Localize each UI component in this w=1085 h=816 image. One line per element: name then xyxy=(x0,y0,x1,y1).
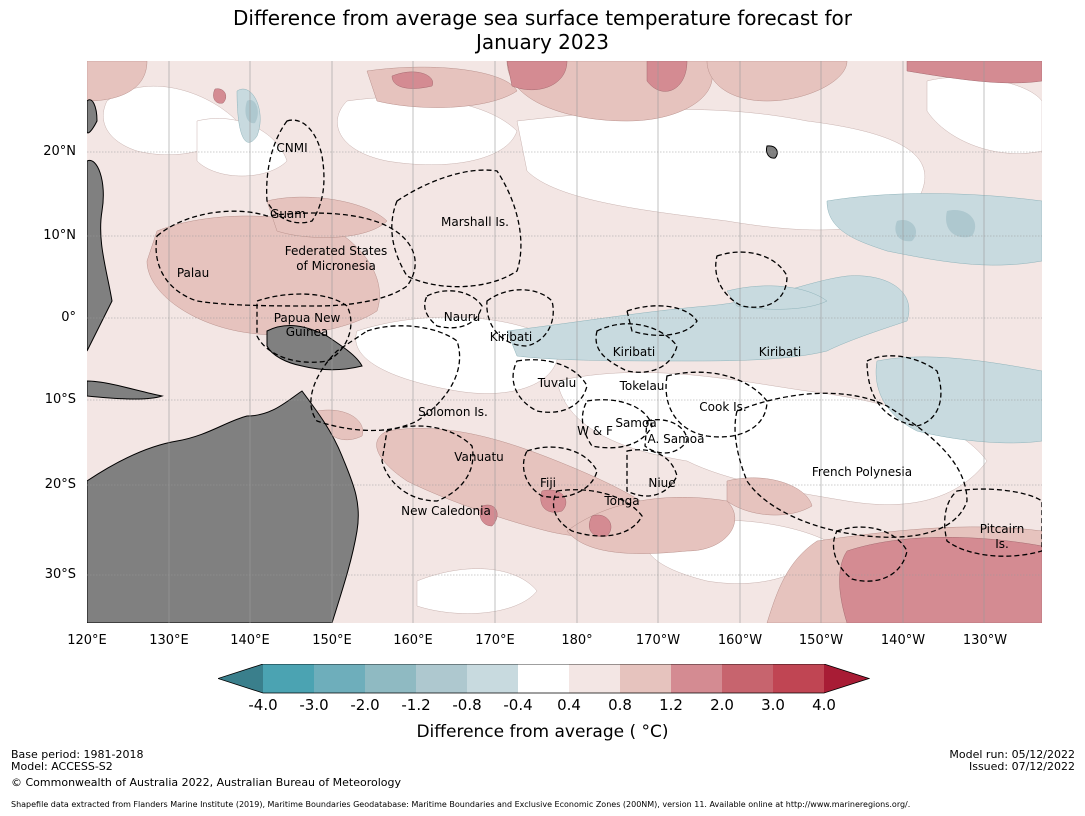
model-name: Model: ACCESS-S2 xyxy=(11,760,113,773)
region-niue: Niue xyxy=(648,476,676,490)
colorbar-tick: -0.4 xyxy=(503,696,533,714)
region-guam: Guam xyxy=(270,207,306,221)
lon-label-130w: 130°W xyxy=(962,633,1008,648)
region-tokelau: Tokelau xyxy=(619,379,665,393)
lat-label-20n: 20°N xyxy=(43,144,76,159)
base-period: Base period: 1981-2018 xyxy=(11,748,144,761)
colorbar-segment xyxy=(314,664,365,693)
region-kiribati-3: Kiribati xyxy=(758,345,802,359)
colorbar-segment xyxy=(365,664,416,693)
new-guinea xyxy=(266,325,363,371)
colorbar-tick: -1.2 xyxy=(401,696,431,714)
lat-label-10n: 10°N xyxy=(43,228,76,243)
colorbar-tick: -4.0 xyxy=(248,696,278,714)
region-american-samoa: A. Samoa xyxy=(647,432,705,446)
chart-title: Difference from average sea surface temp… xyxy=(0,6,1085,54)
lat-label-20s: 20°S xyxy=(44,477,76,492)
colorbar-segment xyxy=(218,664,263,693)
colorbar-segment xyxy=(569,664,620,693)
colorbar-tick: -2.0 xyxy=(350,696,380,714)
colorbar-tick: 1.2 xyxy=(659,696,683,714)
region-marshall-is: Marshall Is. xyxy=(441,215,509,229)
colorbar-segment xyxy=(620,664,671,693)
region-vanuatu: Vanuatu xyxy=(454,450,504,464)
region-fsm-line2: of Micronesia xyxy=(296,259,376,273)
region-kiribati-1: Kiribati xyxy=(489,330,533,344)
lon-label-140w: 140°W xyxy=(880,633,926,648)
map-canvas xyxy=(87,61,1042,623)
taiwan xyxy=(87,99,98,134)
lat-label-30s: 30°S xyxy=(44,567,76,582)
colorbar-segment xyxy=(518,664,569,693)
title-line-2: January 2023 xyxy=(475,30,610,54)
lon-label-170w: 170°W xyxy=(635,633,681,648)
region-pitcairn-line2: Is. xyxy=(995,537,1009,551)
colorbar-segment xyxy=(824,664,869,693)
map-panel[interactable]: CNMI Guam Marshall Is. Federated States … xyxy=(87,61,1042,623)
land-masses xyxy=(87,99,778,623)
colorbar-tick: -0.8 xyxy=(452,696,482,714)
region-pitcairn-line1: Pitcairn xyxy=(979,522,1025,536)
lon-label-140e: 140°E xyxy=(230,633,270,648)
lon-label-150e: 150°E xyxy=(312,633,352,648)
lon-label-160w: 160°W xyxy=(717,633,763,648)
colorbar xyxy=(218,664,870,694)
lon-label-180: 180° xyxy=(561,633,593,648)
footer-left: Base period: 1981-2018 Model: ACCESS-S2 … xyxy=(11,749,401,789)
lon-label-130e: 130°E xyxy=(149,633,189,648)
colorbar-tick: 2.0 xyxy=(710,696,734,714)
region-wallis-futuna: W & F xyxy=(577,424,613,438)
shapefile-credit: Shapefile data extracted from Flanders M… xyxy=(11,800,911,809)
colorbar-tick: -3.0 xyxy=(299,696,329,714)
lon-label-120e: 120°E xyxy=(67,633,107,648)
region-png-line1: Papua New xyxy=(273,311,341,325)
cool-anomaly-areas xyxy=(236,88,1042,444)
philippines xyxy=(87,159,113,352)
strong-warm-areas xyxy=(213,61,1042,623)
colorbar-tick: 0.8 xyxy=(608,696,632,714)
issued-date: Issued: 07/12/2022 xyxy=(968,760,1075,773)
colorbar-segment xyxy=(263,664,314,693)
colorbar-label: Difference from average ( °C) xyxy=(416,722,669,742)
eez-boundaries xyxy=(155,119,1042,582)
region-fsm-line1: Federated States xyxy=(284,244,388,258)
stronger-cool-areas xyxy=(245,100,976,242)
region-cook-is: Cook Is. xyxy=(699,400,747,414)
region-french-polynesia: French Polynesia xyxy=(811,465,913,479)
indonesia-islands xyxy=(87,380,164,400)
colorbar-segment xyxy=(671,664,722,693)
region-tonga: Tonga xyxy=(604,494,640,508)
colorbar-segment xyxy=(416,664,467,693)
colorbar-segment xyxy=(773,664,824,693)
colorbar-tick: 4.0 xyxy=(812,696,836,714)
colorbar-segment xyxy=(722,664,773,693)
region-kiribati-2: Kiribati xyxy=(612,345,656,359)
australia xyxy=(87,390,359,623)
footer-right: Model run: 05/12/2022 Issued: 07/12/2022 xyxy=(949,749,1075,773)
latitude-gridlines xyxy=(87,151,1042,576)
region-solomon-is: Solomon Is. xyxy=(418,405,488,419)
region-nauru: Nauru xyxy=(443,310,481,324)
region-cnmi: CNMI xyxy=(276,141,308,155)
copyright: © Commonwealth of Australia 2022, Austra… xyxy=(11,776,401,789)
lon-label-170e: 170°E xyxy=(475,633,515,648)
model-run: Model run: 05/12/2022 xyxy=(949,748,1075,761)
colorbar-tick: 3.0 xyxy=(761,696,785,714)
region-new-caledonia: New Caledonia xyxy=(401,504,491,518)
longitude-gridlines xyxy=(168,61,985,623)
region-png-line2: Guinea xyxy=(285,325,329,339)
region-samoa: Samoa xyxy=(615,416,657,430)
lat-label-0: 0° xyxy=(61,310,76,325)
region-tuvalu: Tuvalu xyxy=(537,376,577,390)
colorbar-tick: 0.4 xyxy=(557,696,581,714)
region-palau: Palau xyxy=(176,266,210,280)
region-fiji: Fiji xyxy=(539,476,557,490)
lon-label-160e: 160°E xyxy=(393,633,433,648)
title-line-1: Difference from average sea surface temp… xyxy=(232,6,852,30)
lon-label-150w: 150°W xyxy=(798,633,844,648)
colorbar-segment xyxy=(467,664,518,693)
lat-label-10s: 10°S xyxy=(44,392,76,407)
